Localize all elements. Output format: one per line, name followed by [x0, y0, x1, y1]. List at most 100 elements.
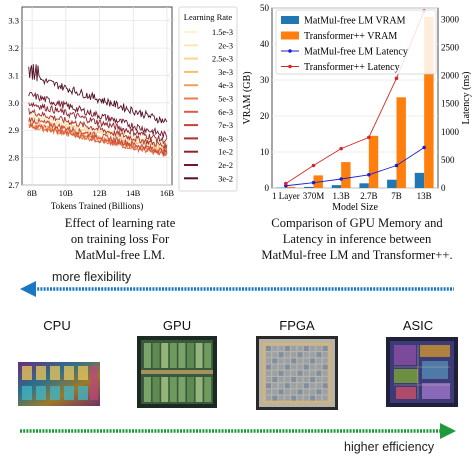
fpga-logic-block — [266, 370, 271, 376]
gpu-core-block — [152, 377, 160, 402]
fpga-logic-block — [266, 383, 271, 389]
fpga-logic-block — [303, 383, 309, 389]
vram-y-axis-label: VRAM (GB) — [242, 71, 253, 124]
fpga-logic-block — [322, 352, 328, 358]
gpu-core-block — [195, 343, 203, 368]
loss-series-line — [28, 116, 168, 155]
loss-series-line — [28, 64, 168, 124]
fpga-logic-block — [266, 364, 271, 370]
fpga-logic-block — [297, 383, 303, 389]
fpga-logic-block — [284, 358, 290, 364]
fpga-logic-block — [303, 377, 309, 382]
loss-x-axis-label: Tokens Trained (Billions) — [51, 201, 143, 211]
fpga-logic-block — [303, 395, 309, 401]
loss-legend-label: 2e-2 — [218, 161, 233, 170]
fpga-logic-block — [272, 352, 278, 358]
fpga-logic-block — [303, 370, 309, 376]
fpga-logic-block — [278, 364, 284, 370]
fpga-logic-block — [291, 395, 297, 401]
fpga-logic-block — [322, 364, 328, 370]
gpu-core-block — [178, 377, 186, 402]
loss-legend-label: 4e-3 — [218, 81, 233, 90]
gpu-core-block — [204, 343, 212, 368]
fpga-logic-block — [266, 389, 271, 395]
right-caption: Comparison of GPU Memory and Latency in … — [244, 215, 470, 263]
fpga-logic-block — [278, 395, 284, 401]
loss-legend-label: 8e-3 — [218, 134, 233, 143]
gpu-core-block — [169, 343, 177, 368]
fpga-logic-block — [310, 370, 316, 376]
gpu-core-block — [144, 377, 151, 402]
efficiency-arrow — [20, 423, 456, 439]
fpga-logic-block — [316, 395, 322, 401]
vram-legend-marker — [288, 64, 292, 69]
fpga-logic-block — [278, 370, 284, 376]
fpga-logic-block — [303, 389, 309, 395]
fpga-logic-block — [272, 395, 278, 401]
fpga-logic-block — [278, 352, 284, 358]
vram-y-tick-label: 10 — [260, 147, 270, 157]
loss-y-tick-label: 2.7 — [8, 180, 19, 190]
latency-y-tick-label: 0 — [441, 183, 446, 193]
loss-x-tick-label: 14B — [126, 188, 141, 198]
fpga-logic-block — [291, 389, 297, 395]
gpu-core-block — [178, 343, 186, 368]
fpga-logic-block — [284, 389, 290, 395]
fpga-logic-block — [316, 377, 322, 382]
fpga-logic-block — [272, 370, 278, 376]
fpga-logic-block — [266, 395, 271, 401]
loss-y-tick-label: 3.0 — [8, 98, 19, 108]
fpga-logic-block — [297, 395, 303, 401]
fpga-logic-block — [291, 346, 297, 351]
fpga-logic-block — [322, 346, 328, 351]
matmul-latency-point — [394, 163, 399, 168]
asic-die-icon — [386, 337, 458, 407]
fpga-logic-block — [266, 352, 271, 358]
fpga-logic-block — [310, 389, 316, 395]
left-caption-line-2: on training loss For — [70, 232, 170, 246]
gpu-die-icon — [137, 336, 217, 408]
gpu-core-block — [187, 343, 194, 368]
matmul-latency-point — [367, 172, 371, 177]
fpga-logic-block — [310, 395, 316, 401]
gpu-core-block — [152, 343, 160, 368]
vram-x-tick-label: 2.7B — [360, 191, 377, 201]
fpga-logic-block — [303, 358, 309, 364]
loss-legend-label: 1e-2 — [218, 148, 233, 157]
matmul-vram-bar — [331, 185, 342, 188]
matmul-latency-line — [285, 147, 425, 187]
fpga-logic-block — [297, 377, 303, 382]
vram-x-tick-label: 1.3B — [333, 191, 350, 201]
fpga-logic-block — [272, 364, 278, 370]
learning-rate-loss-chart: 2.7 2.8 2.9 3.0 3.1 3.2 3.3 8B 10B 12B 14B 16B Tok… — [8, 6, 238, 211]
flexibility-arrow — [20, 281, 454, 297]
right-caption-line-2: Latency in inference between — [282, 232, 432, 246]
fpga-logic-block — [297, 370, 303, 376]
transformer-vram-bar — [396, 97, 406, 188]
gpu-core-block — [204, 377, 212, 402]
fpga-logic-block — [266, 377, 271, 382]
loss-y-tick-label: 2.8 — [8, 153, 19, 163]
vram-x-tick-label: 370M — [303, 191, 325, 201]
vram-legend-label: Transformer++ Latency — [304, 62, 400, 73]
loss-legend-label: 2.5e-3 — [212, 55, 233, 64]
loss-legend-label: 6e-3 — [218, 108, 233, 117]
fpga-logic-block — [310, 358, 316, 364]
fpga-logic-block — [272, 383, 278, 389]
fpga-logic-block — [310, 377, 316, 382]
loss-y-tick-label: 3.1 — [8, 70, 19, 80]
loss-legend-label: 3e-2 — [218, 174, 233, 183]
fpga-logic-block — [291, 377, 297, 382]
fpga-logic-block — [310, 352, 316, 358]
right-caption-line-3: MatMul-free LM and Transformer++. — [261, 248, 453, 262]
transformer-latency-point — [367, 135, 371, 140]
flexibility-label: more flexibility — [52, 270, 132, 284]
fpga-logic-block — [310, 364, 316, 370]
loss-legend-label: 1.5e-3 — [212, 28, 233, 37]
fpga-logic-block — [297, 358, 303, 364]
loss-series-line — [28, 91, 168, 138]
fpga-logic-block — [322, 395, 328, 401]
fpga-logic-block — [278, 383, 284, 389]
vram-x-tick-label: 13B — [417, 191, 432, 201]
loss-legend-label: 2e-3 — [218, 41, 233, 50]
